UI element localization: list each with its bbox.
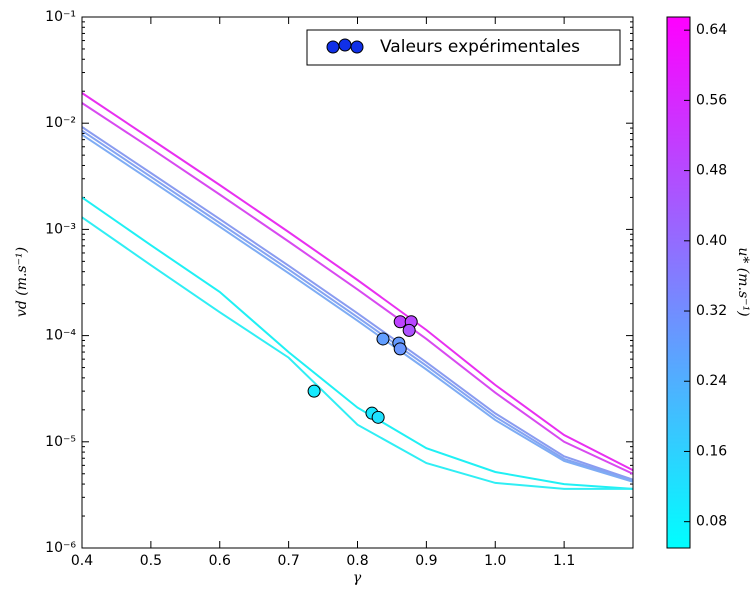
- curve: [82, 126, 633, 481]
- x-tick-label: 0.5: [140, 553, 162, 569]
- y-tick-label: 10⁻¹: [45, 9, 76, 25]
- x-tick-label: 0.7: [277, 553, 299, 569]
- x-tick-label: 0.8: [346, 553, 368, 569]
- curve: [82, 129, 633, 482]
- plot-frame: [81, 16, 634, 549]
- curve: [82, 102, 633, 475]
- y-tick-label: 10⁻⁴: [45, 328, 76, 344]
- legend-label: Valeurs expérimentales: [380, 37, 580, 57]
- colorbar-tick-label: 0.24: [696, 373, 727, 389]
- colorbar-tick-label: 0.08: [696, 514, 727, 530]
- x-tick-label: 0.6: [209, 553, 231, 569]
- x-tick-label: 0.4: [71, 553, 93, 569]
- data-point: [402, 323, 416, 337]
- x-axis-label: γ: [353, 570, 362, 586]
- data-point: [376, 332, 390, 346]
- x-tick-label: 1.0: [484, 553, 506, 569]
- colorbar-tick-label: 0.32: [696, 303, 727, 319]
- legend-marker: [326, 40, 340, 54]
- colorbar-tick-label: 0.16: [696, 443, 727, 459]
- y-axis-label: vd (m.s⁻¹): [14, 247, 30, 317]
- data-point: [307, 384, 321, 398]
- y-tick-label: 10⁻⁵: [45, 434, 76, 450]
- curve: [82, 216, 633, 490]
- plot-area: [82, 92, 633, 490]
- colorbar: [666, 16, 691, 549]
- colorbar-label: u* (m.s⁻¹): [735, 247, 751, 316]
- x-tick-label: 1.1: [553, 553, 575, 569]
- y-tick-label: 10⁻⁶: [45, 540, 76, 556]
- colorbar-tick-label: 0.56: [696, 92, 727, 108]
- data-point: [393, 342, 407, 356]
- colorbar-tick-label: 0.48: [696, 163, 727, 179]
- legend-marker: [350, 40, 364, 54]
- curve: [82, 133, 633, 483]
- y-tick-label: 10⁻²: [45, 115, 76, 131]
- data-point: [371, 410, 385, 424]
- colorbar-tick-label: 0.40: [696, 233, 727, 249]
- colorbar-tick-label: 0.64: [696, 22, 727, 38]
- curve: [82, 92, 633, 472]
- y-tick-label: 10⁻³: [45, 221, 76, 237]
- curve: [82, 196, 633, 490]
- legend-marker: [338, 38, 352, 52]
- x-tick-label: 0.9: [415, 553, 437, 569]
